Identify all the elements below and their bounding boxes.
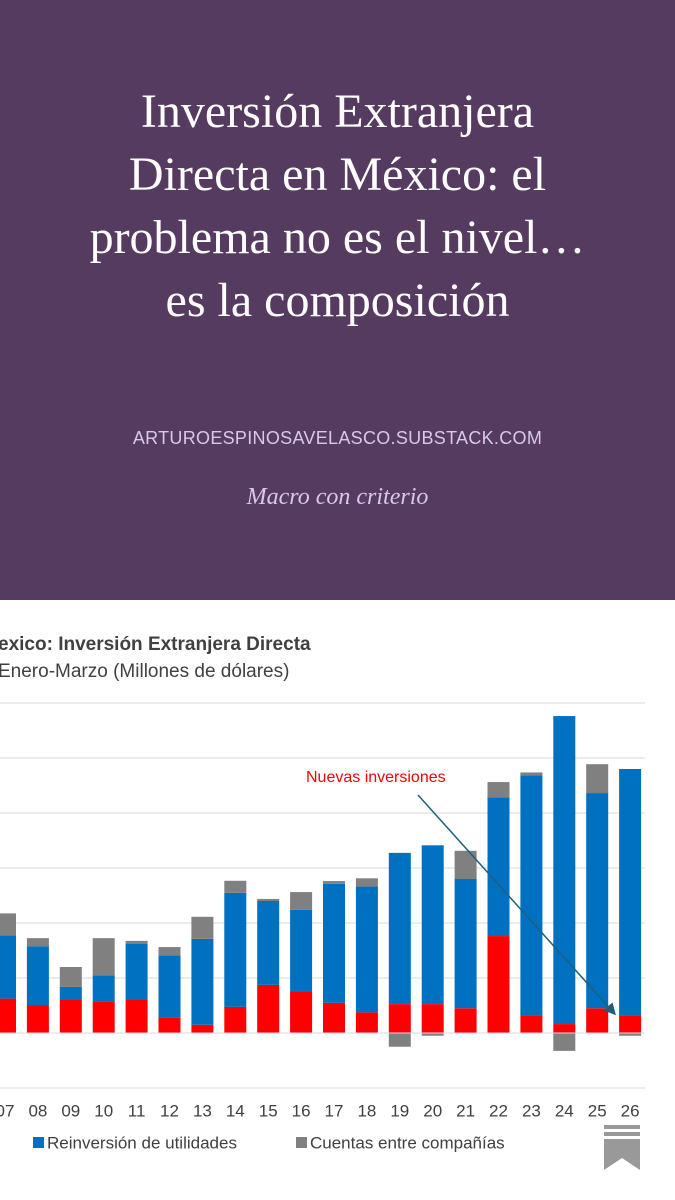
bar-segment	[355, 886, 378, 1013]
x-tick-label: 10	[94, 1101, 113, 1120]
annotation-arrow	[417, 794, 617, 1016]
chart: exico: Inversión Extranjera Directa Ener…	[0, 634, 645, 1170]
x-tick-label: 15	[259, 1101, 278, 1120]
x-tick-label: 22	[489, 1101, 508, 1120]
bar-segment	[553, 1033, 576, 1051]
icon-bar	[604, 1125, 640, 1129]
bar-segment	[520, 772, 543, 776]
bar-segment	[290, 909, 313, 992]
bar-segment	[487, 936, 510, 1033]
bar-segment	[125, 1000, 148, 1033]
x-tick-label: 12	[160, 1101, 179, 1120]
bar-segment	[224, 892, 247, 1007]
bar-segment	[388, 1004, 411, 1033]
bar-segment	[586, 764, 609, 794]
x-tick-label: 17	[325, 1101, 344, 1120]
bar-segment	[0, 998, 16, 1033]
annotation: Nuevas inversiones	[306, 769, 446, 786]
bar-segment	[0, 913, 16, 936]
x-tick-label: 13	[193, 1101, 212, 1120]
bar-segment	[158, 955, 181, 1018]
bar-segment	[59, 986, 82, 1000]
bar-segment	[92, 975, 115, 1002]
bar-segment	[586, 793, 609, 1009]
bar-segment	[619, 1033, 642, 1036]
bar-segment	[257, 898, 280, 901]
bar-segment	[421, 845, 444, 1005]
x-tick-label: 26	[621, 1101, 640, 1120]
bar-segment	[323, 883, 345, 1003]
bar-segment	[619, 1015, 642, 1033]
bar-segment	[191, 1024, 214, 1033]
bar-segment	[553, 1024, 576, 1033]
bar-segment	[290, 991, 313, 1033]
x-tick-label: 08	[28, 1101, 47, 1120]
bar-segment	[125, 943, 148, 1000]
bar-segment	[520, 1015, 543, 1033]
bar-segment	[191, 938, 214, 1025]
bar-segment	[26, 946, 49, 1006]
legend-swatch	[33, 1137, 44, 1148]
bar-segment	[224, 1006, 247, 1033]
x-tick-label: 14	[226, 1101, 245, 1120]
bar-segment	[92, 938, 115, 976]
bar-segment	[454, 1008, 477, 1033]
x-tick-label: 16	[292, 1101, 311, 1120]
bar-segment	[487, 797, 510, 937]
x-tick-label: 09	[61, 1101, 80, 1120]
tagline: Macro con criterio	[246, 484, 429, 510]
bar-segment	[388, 852, 411, 1005]
bar-segment	[487, 782, 510, 798]
bar-segment	[92, 1001, 115, 1033]
legend-label: Cuentas entre compañías	[310, 1133, 505, 1152]
bar-segment	[59, 967, 82, 987]
bar-segment	[0, 935, 16, 999]
bar-segment	[158, 1017, 181, 1033]
bar-segment	[26, 1005, 49, 1033]
bar-segment	[553, 716, 576, 1025]
x-tick-label: 24	[555, 1101, 574, 1120]
icon-ribbon	[604, 1139, 640, 1170]
bar-segment	[125, 940, 148, 944]
chart-title: exico: Inversión Extranjera Directa	[0, 634, 311, 655]
post-title: Inversión Extranjera Directa en México: …	[89, 85, 586, 327]
x-tick-label: 18	[357, 1101, 376, 1120]
bar-segment	[158, 947, 181, 956]
bar-segment	[323, 1002, 345, 1033]
x-tick-label: 23	[522, 1101, 541, 1120]
bar-segment	[454, 879, 477, 1009]
legend-swatch	[296, 1137, 307, 1148]
bar-segment	[355, 878, 378, 887]
bar-segment	[59, 1000, 82, 1033]
chart-subtitle: Enero-Marzo (Millones de dólares)	[0, 661, 289, 682]
x-tick-label: 20	[423, 1101, 442, 1120]
bar-segment	[257, 901, 280, 985]
header: Inversión Extranjera Directa en México: …	[0, 0, 675, 600]
x-tick-label: 21	[456, 1101, 475, 1120]
bar-segment	[421, 1033, 444, 1036]
bar-segment	[388, 1033, 411, 1047]
bar-segment	[224, 880, 247, 893]
bar-segment	[520, 775, 543, 1016]
bar-segment	[454, 850, 477, 879]
icon-bar	[604, 1132, 640, 1136]
x-tick-label: 07	[0, 1101, 14, 1120]
bar-segment	[586, 1008, 609, 1033]
bar-segment	[290, 892, 313, 910]
x-tick-label: 11	[128, 1101, 146, 1120]
site-url[interactable]: ARTUROESPINOSAVELASCO.SUBSTACK.COM	[132, 428, 543, 448]
bar-segment	[191, 916, 214, 939]
x-tick-label: 19	[390, 1101, 409, 1120]
legend-label: Reinversión de utilidades	[47, 1133, 237, 1152]
bar-segment	[619, 769, 642, 1016]
x-tick-label: 25	[588, 1101, 607, 1120]
bar-segment	[355, 1012, 378, 1033]
bar-segment	[26, 938, 49, 947]
bookmark-icon[interactable]	[604, 1125, 640, 1170]
bar-segment	[421, 1004, 444, 1033]
bar-segment	[323, 881, 345, 884]
bar-segment	[257, 984, 280, 1033]
